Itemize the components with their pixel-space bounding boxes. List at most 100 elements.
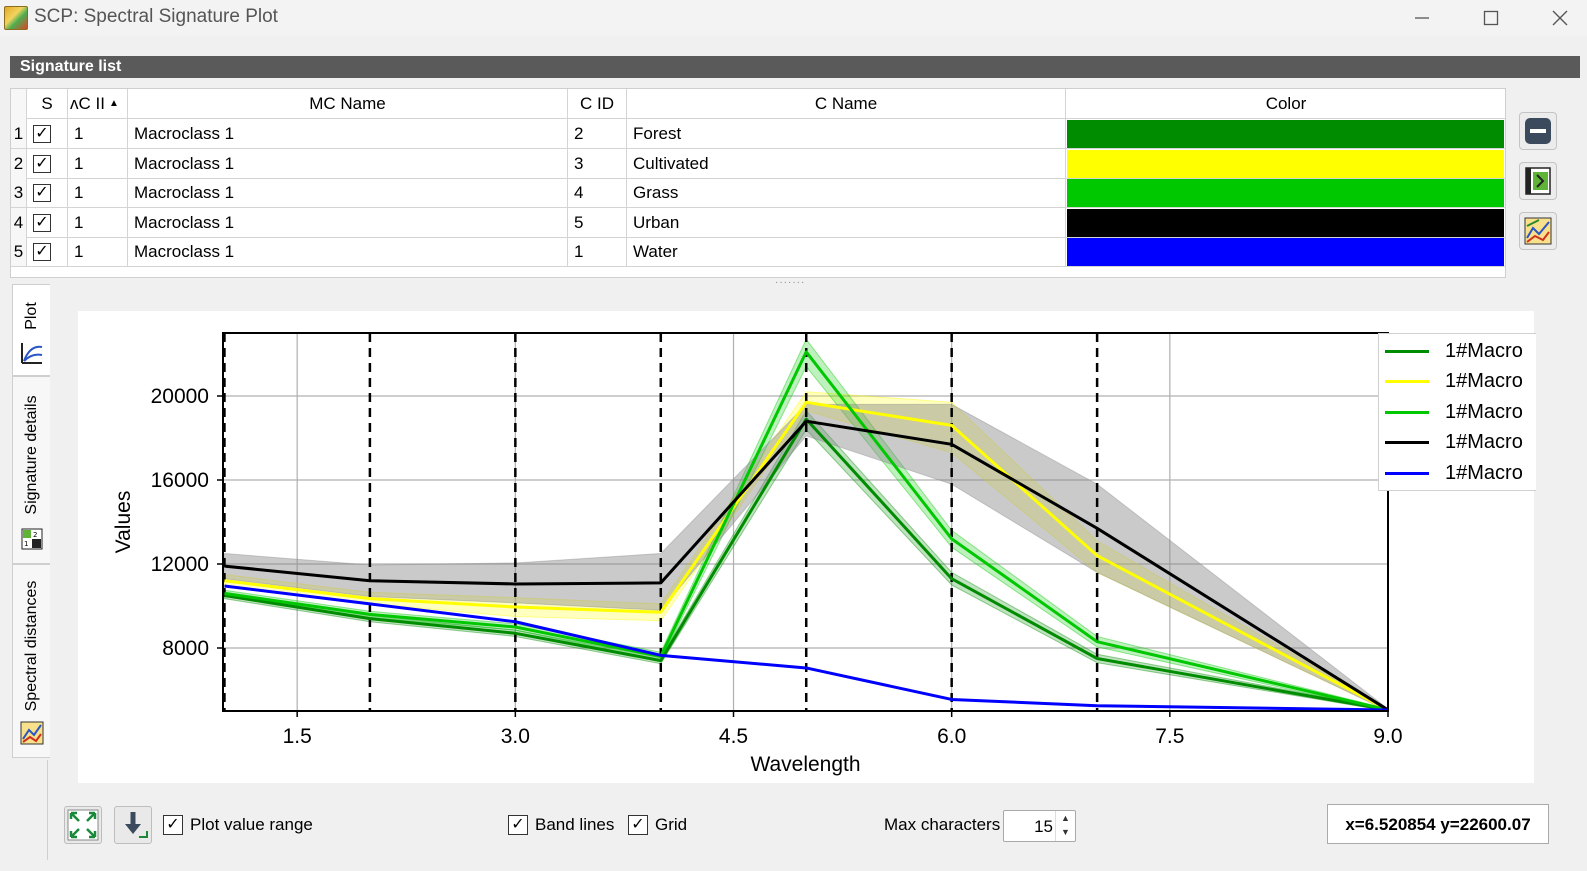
table-row[interactable]: 1 ✓ 1 Macroclass 1 2 Forest [11,119,1506,149]
x-tick-label: 3.0 [501,725,530,748]
color-swatch[interactable] [1067,179,1504,207]
cell-c-id[interactable]: 3 [568,148,627,179]
row-select-checkbox[interactable]: ✓ [33,213,51,232]
col-header-c-id[interactable]: C ID [568,89,627,119]
series-line [224,584,1389,712]
cell-select[interactable]: ✓ [27,237,68,267]
cell-select[interactable]: ✓ [27,119,68,149]
spin-arrows[interactable]: ▲ ▼ [1055,811,1075,841]
plot-panel[interactable]: 1.5 3.0 4.5 6.0 7.5 9.0 8000 12000 16000 20000 Wav… [78,311,1534,783]
legend-entry: 1#Macro [1385,367,1523,397]
sort-ascending-icon: ▲ [108,98,119,109]
add-to-plot-icon [1524,217,1552,245]
grid-checkbox[interactable]: ✓ [628,815,648,835]
cell-c-name[interactable]: Forest [627,119,1066,149]
legend-label: 1#Macro [1445,431,1523,453]
cell-c-id[interactable]: 1 [568,237,627,267]
col-header-mc-id[interactable]: ʌC II ▲ [68,89,128,119]
cell-mc-id[interactable]: 1 [68,148,128,179]
cell-c-id[interactable]: 4 [568,178,627,208]
cell-c-name[interactable]: Urban [627,207,1066,238]
col-header-mc-name[interactable]: MC Name [128,89,568,119]
row-number[interactable]: 2 [11,148,27,179]
close-button[interactable] [1530,2,1587,34]
col-header-s[interactable]: S [27,89,68,119]
fit-to-axes-button[interactable] [64,806,102,844]
row-number[interactable]: 1 [11,119,27,149]
color-swatch[interactable] [1067,149,1504,178]
add-to-plot-button[interactable] [1519,212,1557,250]
left-divider [47,760,48,860]
remove-signature-icon [1525,118,1551,144]
cell-mc-name[interactable]: Macroclass 1 [128,178,568,208]
table-row[interactable]: 5 ✓ 1 Macroclass 1 1 Water [11,237,1506,267]
table-row[interactable]: 3 ✓ 1 Macroclass 1 4 Grass [11,178,1506,208]
col-header-c-name[interactable]: C Name [627,89,1066,119]
color-swatch[interactable] [1067,208,1504,237]
cell-mc-name[interactable]: Macroclass 1 [128,237,568,267]
cell-select[interactable]: ✓ [27,178,68,208]
legend-label: 1#Macro [1445,339,1523,362]
svg-text:1: 1 [24,540,28,548]
maximize-button[interactable] [1461,2,1521,34]
row-select-checkbox[interactable]: ✓ [33,125,51,143]
row-select-checkbox[interactable]: ✓ [33,243,51,261]
plot-value-range-label: Plot value range [190,815,313,834]
cell-mc-id[interactable]: 1 [68,178,128,208]
spin-down-icon[interactable]: ▼ [1061,827,1070,837]
cell-c-name[interactable]: Water [627,237,1066,267]
cell-color[interactable] [1066,208,1506,238]
row-number[interactable]: 5 [11,237,27,267]
row-select-checkbox[interactable]: ✓ [33,154,51,173]
spin-up-icon[interactable]: ▲ [1061,813,1070,823]
cell-select[interactable]: ✓ [27,207,68,238]
tab-spectral-distances[interactable]: Spectral distances [12,564,50,758]
splitter-handle[interactable]: ······· [775,277,806,288]
cell-color[interactable] [1066,149,1506,179]
band-lines-checkbox[interactable]: ✓ [508,815,528,835]
legend-swatch [1385,441,1429,444]
color-swatch[interactable] [1067,238,1504,266]
col-header-color[interactable]: Color [1265,94,1307,113]
row-select-checkbox[interactable]: ✓ [33,184,51,202]
col-header-mc-id-label: ʌC II [70,94,105,113]
cell-c-name[interactable]: Grass [627,178,1066,208]
band-lines-label: Band lines [535,815,615,834]
plot-value-range-checkbox[interactable]: ✓ [163,815,183,835]
color-swatch[interactable] [1067,120,1504,148]
cell-c-name[interactable]: Cultivated [627,148,1066,179]
minimize-button[interactable] [1392,2,1452,34]
tab-plot[interactable]: Plot [12,284,50,376]
cell-color[interactable] [1066,178,1506,208]
max-characters-value[interactable]: 15 [1034,817,1053,836]
cell-color[interactable] [1066,119,1506,149]
save-plot-button[interactable] [114,806,152,844]
row-number[interactable]: 3 [11,178,27,208]
table-row[interactable]: 2 ✓ 1 Macroclass 1 3 Cultivated [11,148,1506,179]
cell-mc-id[interactable]: 1 [68,119,128,149]
x-tick-label: 4.5 [719,725,748,748]
max-characters-spinbox[interactable]: 15 ▲ ▼ [1003,810,1076,842]
cell-c-id[interactable]: 5 [568,207,627,238]
y-tick-label: 12000 [151,553,209,576]
legend-entry: 1#Macro [1385,428,1523,458]
row-number[interactable]: 4 [11,207,27,238]
close-icon [1552,10,1568,26]
cell-select[interactable]: ✓ [27,148,68,179]
remove-signature-button[interactable] [1519,112,1557,150]
cell-mc-name[interactable]: Macroclass 1 [128,207,568,238]
series-line [224,417,1389,712]
cell-c-id[interactable]: 2 [568,119,627,149]
y-tick-label: 20000 [151,385,209,408]
spectral-signature-chart[interactable]: 1.5 3.0 4.5 6.0 7.5 9.0 8000 12000 16000 20000 Wav… [78,311,1534,783]
series-line [224,419,1389,712]
spectral-distances-icon [20,721,44,745]
table-row[interactable]: 4 ✓ 1 Macroclass 1 5 Urban [11,207,1506,238]
cell-mc-id[interactable]: 1 [68,207,128,238]
export-signature-button[interactable] [1519,162,1557,200]
cell-mc-name[interactable]: Macroclass 1 [128,148,568,179]
cell-color[interactable] [1066,237,1506,267]
cell-mc-name[interactable]: Macroclass 1 [128,119,568,149]
cell-mc-id[interactable]: 1 [68,237,128,267]
